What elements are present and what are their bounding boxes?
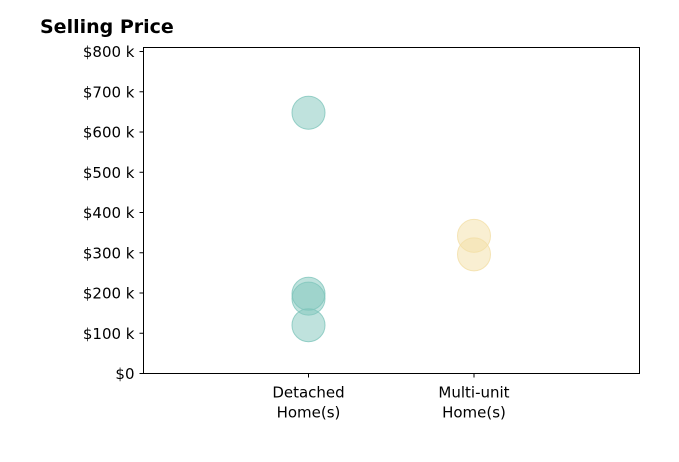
data-points xyxy=(291,95,491,343)
data-point xyxy=(291,308,326,343)
chart-title: Selling Price xyxy=(40,16,174,38)
y-tick-label: $600 k xyxy=(83,124,135,142)
y-tick-label: $0 xyxy=(115,365,134,383)
plot-frame xyxy=(143,47,640,374)
x-tick-label: Home(s) xyxy=(442,404,506,422)
y-axis: $0 $100 k $200 k $300 k $400 k $500 k $600 k $7… xyxy=(83,43,144,383)
y-tick-label: $800 k xyxy=(83,43,135,61)
y-tick-label: $100 k xyxy=(83,325,135,343)
x-tick-label: Home(s) xyxy=(277,404,341,422)
y-tick-label: $200 k xyxy=(83,285,135,303)
x-axis: Detached Home(s) Multi-unit Home(s) xyxy=(272,373,510,422)
y-tick-label: $300 k xyxy=(83,244,135,262)
y-tick-label: $700 k xyxy=(83,83,135,101)
data-point xyxy=(457,237,491,272)
x-tick-label: Detached xyxy=(272,384,344,402)
y-tick-label: $500 k xyxy=(83,164,135,182)
y-tick-label: $400 k xyxy=(83,204,135,222)
x-tick-label: Multi-unit xyxy=(438,384,509,402)
data-point xyxy=(291,95,326,130)
